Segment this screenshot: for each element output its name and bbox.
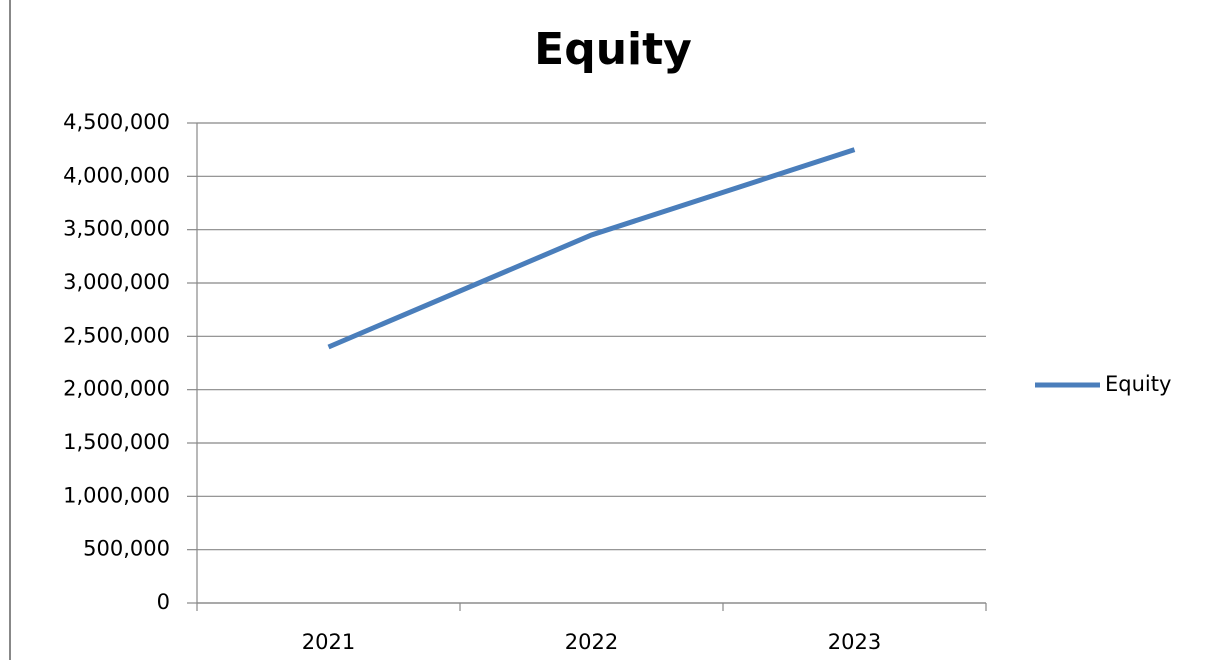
x-tick-label: 2021 — [302, 630, 355, 654]
x-tick-label: 2022 — [565, 630, 618, 654]
y-tick-label: 3,000,000 — [63, 270, 170, 294]
y-tick-label: 1,500,000 — [63, 430, 170, 454]
y-tick-label: 0 — [157, 590, 170, 614]
chart-title: Equity — [534, 24, 692, 75]
y-tick-label: 2,500,000 — [63, 323, 170, 347]
y-tick-label: 4,500,000 — [63, 110, 170, 134]
y-tick-label: 2,000,000 — [63, 377, 170, 401]
y-tick-label: 1,000,000 — [63, 483, 170, 507]
x-tick-label: 2023 — [828, 630, 881, 654]
legend-label: Equity — [1105, 372, 1171, 396]
series-line — [327, 147, 856, 350]
y-tick-label: 3,500,000 — [63, 217, 170, 241]
y-tick-label: 4,000,000 — [63, 163, 170, 187]
y-tick-label: 500,000 — [83, 537, 170, 561]
